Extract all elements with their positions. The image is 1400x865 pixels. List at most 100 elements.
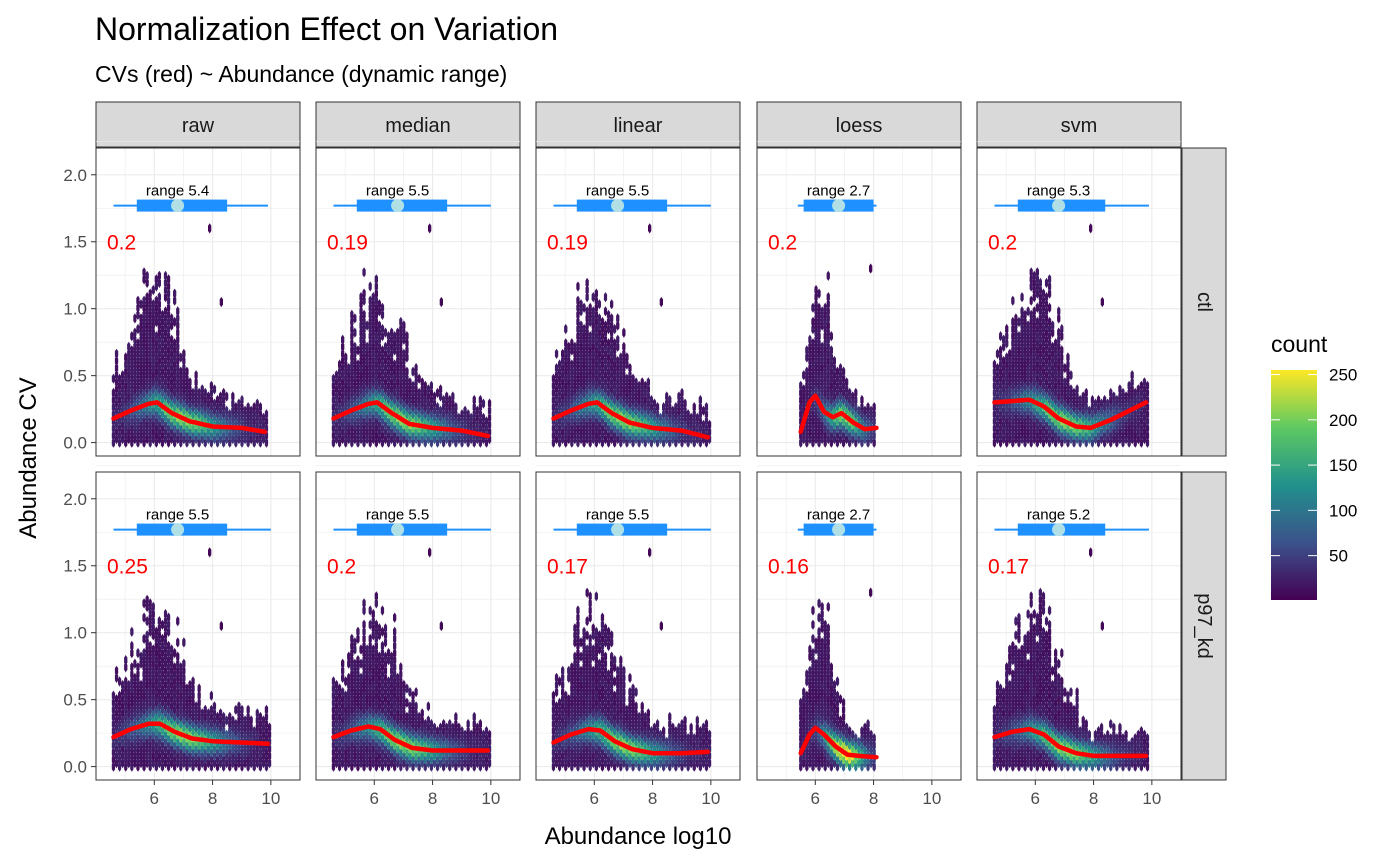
- hexbin: [999, 430, 1003, 441]
- hexbin: [582, 647, 586, 659]
- hexbin: [992, 416, 997, 427]
- hexbin: [148, 387, 152, 398]
- hexbin: [585, 320, 589, 331]
- hexbin: [1084, 437, 1088, 448]
- hexbin: [338, 359, 342, 370]
- hexbin: [393, 387, 397, 398]
- hexbin: [362, 309, 366, 320]
- hexbin: [182, 348, 186, 359]
- hexbin: [142, 598, 146, 609]
- hexbin: [591, 433, 595, 445]
- hexbin: [264, 437, 269, 448]
- cv-trend-line: [111, 400, 268, 435]
- hexbin: [597, 355, 601, 367]
- hexbin: [414, 750, 418, 762]
- hexbin: [576, 612, 580, 623]
- hexbin: [246, 726, 250, 737]
- hexbin: [341, 665, 345, 676]
- hexbin: [561, 433, 565, 445]
- hexbin: [341, 736, 345, 747]
- hexbin: [567, 377, 571, 388]
- hexbin: [182, 722, 186, 733]
- hexbin: [576, 669, 580, 680]
- hexbin: [573, 701, 577, 712]
- hexbin: [646, 736, 650, 747]
- hexbin: [362, 416, 366, 427]
- hexbin: [163, 306, 168, 317]
- hexbin: [665, 757, 669, 769]
- hexbin: [619, 662, 623, 673]
- hexbin: [402, 405, 406, 416]
- hexbin: [463, 419, 467, 430]
- hexbin: [362, 626, 366, 637]
- hexbin: [625, 761, 629, 772]
- hexbin: [365, 363, 369, 374]
- hexbin: [1060, 430, 1064, 441]
- hexbin: [619, 676, 623, 687]
- hexbin: [805, 437, 809, 448]
- hexbin: [1011, 387, 1015, 398]
- hexbin: [1051, 355, 1055, 367]
- hexbin: [1023, 331, 1027, 342]
- hexbin: [148, 366, 152, 377]
- hexbin: [1145, 416, 1150, 427]
- hexbin: [1014, 384, 1018, 395]
- hexbin: [692, 402, 696, 413]
- hexbin: [1054, 387, 1058, 398]
- hexbin: [1023, 323, 1027, 335]
- hexbin: [662, 754, 666, 765]
- hexbin: [1072, 430, 1076, 441]
- hexbin: [600, 359, 605, 370]
- hexbin: [246, 704, 250, 715]
- hexbin: [386, 704, 391, 715]
- hexbin: [814, 658, 818, 669]
- hexbin: [695, 757, 699, 769]
- hexbin: [420, 736, 424, 747]
- hexbin: [114, 694, 119, 705]
- hexbin: [1057, 433, 1061, 445]
- x-tick-label: 10: [261, 789, 280, 808]
- hexbin: [402, 715, 406, 726]
- hexbin: [170, 750, 174, 762]
- hexbin: [429, 430, 433, 441]
- hexbin: [414, 757, 418, 769]
- hexbin: [558, 402, 562, 413]
- hexbin: [628, 708, 632, 719]
- hexbin: [405, 761, 409, 772]
- hexbin: [1066, 409, 1070, 420]
- hexbin: [182, 736, 186, 747]
- hexbin: [600, 761, 605, 772]
- hexbin: [145, 306, 149, 317]
- hexbin: [442, 402, 446, 413]
- hexbin: [429, 380, 433, 391]
- hexbin: [640, 405, 644, 416]
- hexbin: [603, 722, 608, 733]
- hexbin: [1078, 437, 1082, 448]
- hexbin: [634, 426, 638, 438]
- hexbin: [823, 345, 827, 356]
- hexbin: [1017, 359, 1021, 370]
- hexbin: [142, 331, 146, 342]
- hexbin: [631, 380, 635, 391]
- hexbin: [163, 334, 168, 345]
- hexbin: [860, 416, 864, 427]
- hexbin: [472, 409, 476, 420]
- hexbin: [386, 416, 391, 427]
- hexbin: [405, 733, 409, 744]
- hexbin: [356, 409, 360, 420]
- hexbin: [1005, 373, 1009, 384]
- hexbin: [1084, 409, 1088, 420]
- hexbin: [212, 405, 217, 416]
- hexbin: [610, 334, 614, 345]
- hexbin: [377, 412, 381, 423]
- hexbin: [1041, 295, 1046, 306]
- hexbin: [426, 750, 430, 762]
- hexbin: [160, 669, 165, 680]
- hexbin: [1041, 316, 1046, 328]
- hexbin: [445, 729, 449, 740]
- hexbin: [640, 722, 644, 733]
- hexbin: [802, 391, 806, 402]
- hexbin: [368, 704, 372, 715]
- hexbin: [356, 437, 360, 448]
- hexbin: [1072, 409, 1076, 420]
